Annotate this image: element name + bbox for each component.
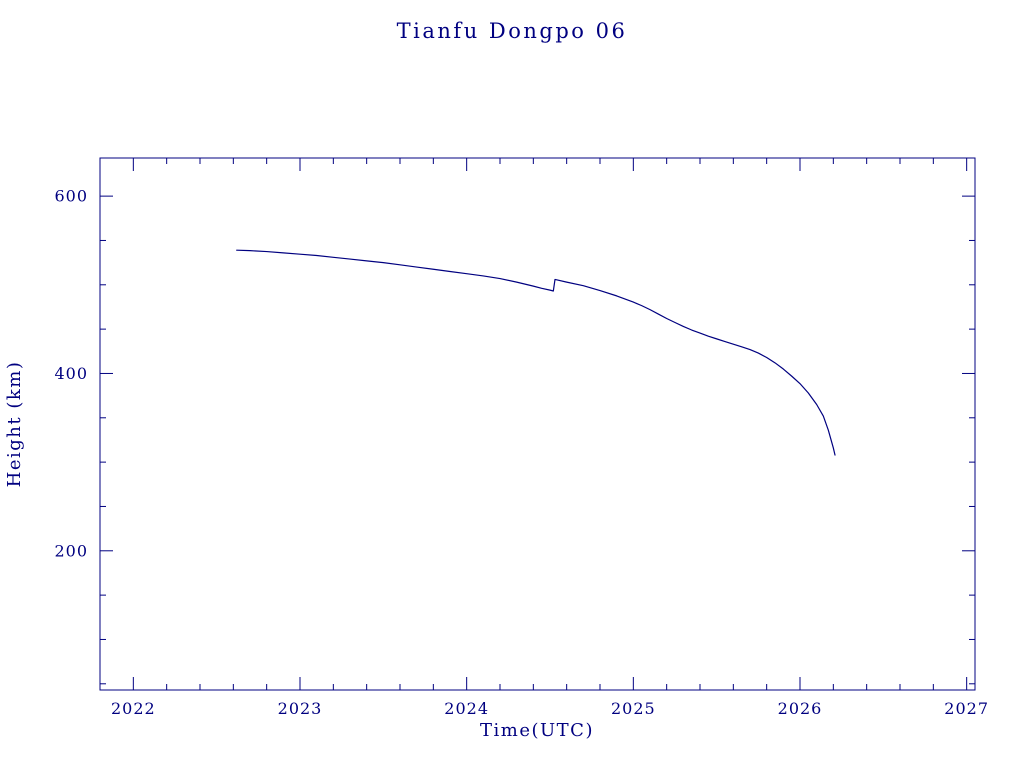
x-axis-label: Time(UTC): [480, 720, 594, 741]
height-decay-line: [236, 249, 836, 456]
x-tick-label: 2024: [444, 699, 489, 718]
x-tick-label: 2027: [944, 699, 989, 718]
y-tick-label: 600: [54, 187, 88, 206]
chart-title: Tianfu Dongpo 06: [397, 19, 628, 43]
y-tick-label: 200: [54, 541, 88, 560]
x-tick-label: 2025: [611, 699, 656, 718]
plot-frame: 2022 2023 2024 2025 2026 2027 200 400 600: [54, 157, 989, 718]
x-tick-label: 2026: [778, 699, 823, 718]
x-tick-label: 2023: [278, 699, 323, 718]
x-tick-label: 2022: [111, 699, 156, 718]
y-axis-label: Height (km): [4, 361, 25, 488]
y-tick-label: 400: [54, 364, 88, 383]
height-series-polyline: [236, 249, 836, 456]
